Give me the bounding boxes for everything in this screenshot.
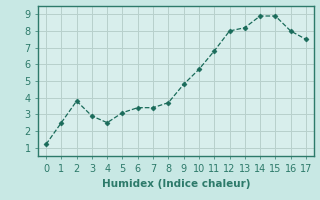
X-axis label: Humidex (Indice chaleur): Humidex (Indice chaleur) [102,179,250,189]
